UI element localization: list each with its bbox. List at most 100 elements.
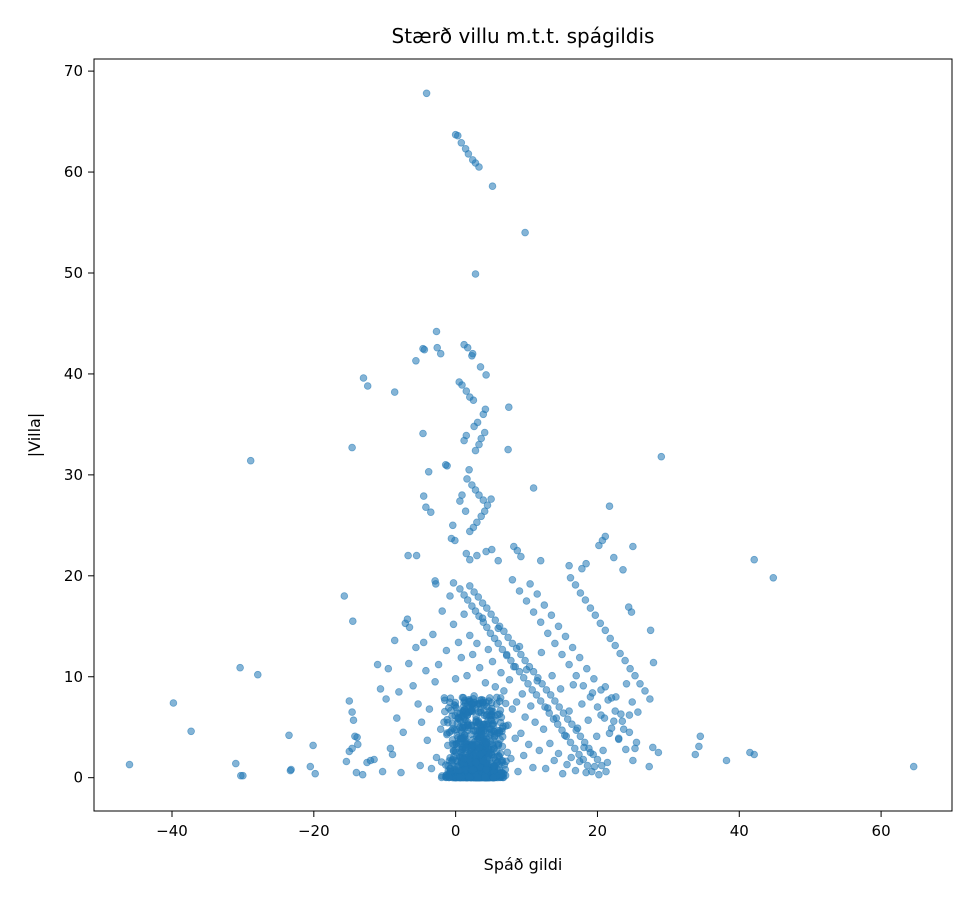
data-point-cluster: [492, 700, 501, 708]
data-point: [352, 768, 361, 777]
data-point: [566, 573, 575, 582]
data-point: [486, 629, 495, 638]
data-point: [465, 631, 474, 640]
data-point: [458, 381, 466, 389]
data-point-cluster: [460, 755, 468, 763]
data-point: [619, 725, 628, 733]
y-tick-label: 30: [64, 466, 83, 484]
data-point: [695, 742, 703, 751]
data-point-cluster: [502, 757, 510, 766]
data-point: [529, 484, 538, 492]
data-point: [536, 697, 545, 705]
data-point: [488, 657, 497, 666]
data-point: [513, 546, 522, 555]
data-point: [363, 382, 372, 390]
data-point: [575, 757, 584, 766]
data-point: [625, 728, 634, 737]
data-point: [431, 677, 439, 686]
data-point: [533, 590, 541, 598]
data-point: [750, 555, 758, 564]
data-point: [555, 703, 563, 711]
data-point: [519, 673, 528, 682]
y-tick-label: 40: [64, 365, 83, 383]
data-point-cluster: [448, 740, 457, 748]
data-point: [536, 556, 545, 565]
data-point: [412, 356, 420, 365]
data-point: [447, 534, 456, 543]
data-point: [465, 555, 474, 564]
data-point: [422, 503, 430, 512]
data-point: [606, 634, 614, 643]
data-point: [548, 671, 556, 680]
data-point: [511, 734, 520, 743]
data-point: [526, 702, 535, 710]
data-point: [573, 724, 582, 732]
data-point-cluster: [480, 773, 489, 782]
data-point-cluster: [487, 716, 496, 725]
data-point: [519, 751, 528, 760]
data-point: [462, 549, 471, 558]
data-point: [571, 581, 580, 589]
data-point: [558, 769, 567, 778]
data-point: [419, 638, 428, 647]
data-point: [616, 649, 624, 658]
data-point-cluster: [496, 694, 505, 702]
data-point: [373, 660, 382, 669]
data-point: [605, 502, 614, 511]
data-point: [311, 769, 320, 778]
data-point: [340, 592, 349, 600]
data-point: [456, 585, 464, 593]
data-point: [565, 660, 573, 669]
data-point: [631, 671, 639, 680]
data-point: [524, 679, 532, 688]
data-point: [432, 753, 441, 762]
data-point: [586, 604, 595, 612]
data-point-cluster: [454, 713, 463, 722]
x-axis-ticks: −40 −20 0 20 40 60: [156, 811, 891, 840]
data-point: [621, 656, 629, 665]
data-point: [348, 617, 357, 625]
y-tick-label: 0: [73, 769, 83, 787]
data-point: [578, 564, 586, 573]
data-point-cluster: [476, 750, 485, 759]
data-point: [370, 755, 378, 764]
data-point: [422, 666, 430, 675]
data-point: [614, 734, 623, 743]
data-point: [601, 626, 610, 635]
data-point: [567, 753, 575, 762]
data-point: [465, 527, 474, 536]
data-point: [576, 732, 585, 741]
data-point-cluster: [473, 726, 482, 735]
data-point: [475, 440, 483, 449]
data-point: [591, 611, 600, 619]
data-point-cluster: [495, 728, 504, 737]
data-point: [436, 725, 445, 733]
plot-area: [94, 59, 952, 811]
data-point: [528, 686, 536, 694]
data-point: [750, 750, 758, 759]
data-point-cluster: [440, 707, 449, 716]
data-point: [505, 675, 514, 684]
data-point: [457, 139, 466, 147]
data-point: [390, 636, 399, 645]
data-point: [621, 745, 630, 754]
data-point: [460, 436, 468, 445]
data-point: [526, 580, 534, 588]
data-point: [376, 685, 385, 693]
data-point: [253, 670, 262, 679]
data-point: [429, 630, 437, 639]
data-point: [593, 755, 602, 764]
data-point: [568, 643, 577, 652]
data-point: [494, 624, 503, 633]
data-point: [488, 182, 497, 191]
data-point: [349, 716, 358, 724]
data-point: [476, 363, 485, 371]
x-axis-label: Spáð gildi: [484, 855, 563, 874]
data-point: [631, 744, 639, 753]
data-point: [529, 667, 538, 676]
data-point-cluster: [482, 712, 491, 720]
data-point: [487, 610, 495, 618]
data-point: [611, 641, 619, 650]
data-point: [431, 580, 440, 588]
data-point: [605, 729, 614, 738]
